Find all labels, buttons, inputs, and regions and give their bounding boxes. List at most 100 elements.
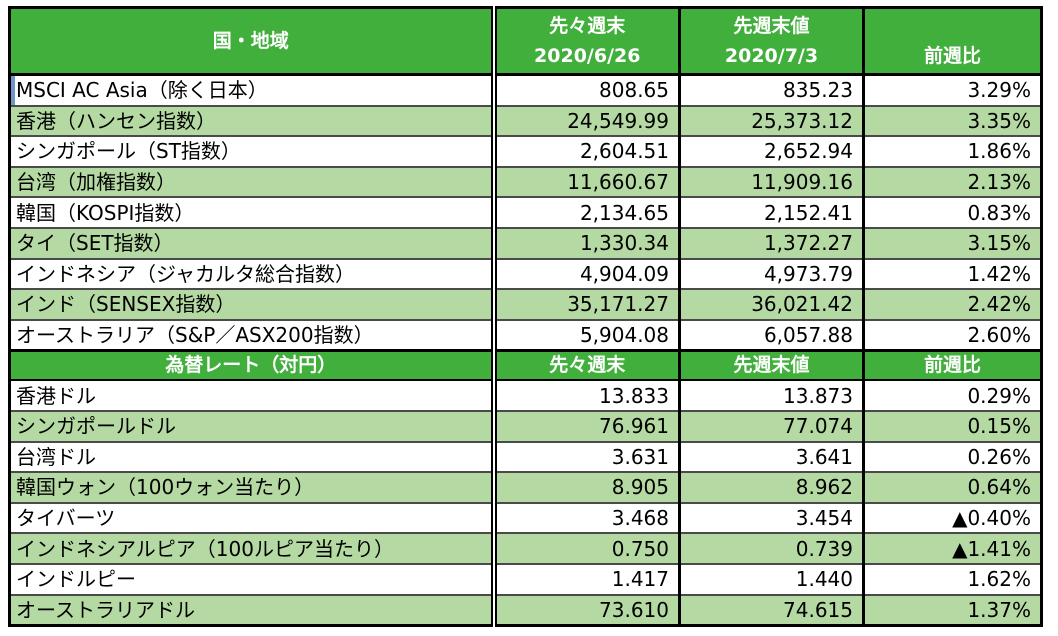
last-week-value-cell: 2,152.41 — [678, 197, 864, 228]
last-week-value-cell: 6,057.88 — [678, 319, 864, 351]
index-table-row: インド（SENSEX指数） 35,171.27 36,021.42 2.42% — [9, 289, 1042, 320]
index-table-row: MSCI AC Asia（除く日本） 808.65 835.23 3.29% — [9, 74, 1042, 106]
last-week-header-label: 先週末値 — [733, 15, 810, 37]
fx-table-row: オーストラリアドル 73.610 74.615 1.37% — [9, 594, 1042, 626]
prev-week-value-cell: 0.750 — [490, 533, 680, 564]
prev-week-value-cell: 73.610 — [490, 594, 680, 626]
prev-week-value-cell: 76.961 — [490, 410, 680, 442]
row-label-cell: インドルピー — [9, 563, 494, 595]
row-label-cell: シンガポールドル — [9, 410, 494, 442]
row-label-cell: タイバーツ — [9, 502, 494, 534]
fx-table-row: インドネシアルピア（100ルピア当たり） 0.750 0.739 ▲1.41% — [9, 533, 1042, 564]
last-week-value-cell: 2,652.94 — [678, 136, 864, 167]
fx-table-row: 韓国ウォン（100ウォン当たり） 8.905 8.962 0.64% — [9, 472, 1042, 503]
asia-markets-weekly-table: 国・地域 先々週末 2020/6/26 先週末値 2020/7/3 前週比 MS… — [8, 6, 1043, 628]
index-table-row: 韓国（KOSPI指数） 2,134.65 2,152.41 0.83% — [9, 197, 1042, 228]
last-week-value-cell: 4,973.79 — [678, 258, 864, 290]
row-label-cell: 台湾（加権指数） — [9, 166, 494, 198]
last-week-value-cell: 835.23 — [678, 74, 864, 106]
index-table-row: オーストラリア（S&P／ASX200指数） 5,904.08 6,057.88 2.6… — [9, 319, 1042, 351]
change-percent-cell: 2.13% — [862, 166, 1042, 198]
row-label-cell: シンガポール（ST指数） — [9, 136, 494, 167]
last-week-value-cell: 77.074 — [678, 410, 864, 442]
fx-table-row: タイバーツ 3.468 3.454 ▲0.40% — [9, 502, 1042, 534]
change-percent-cell: 3.35% — [862, 105, 1042, 137]
change-header-label: 前週比 — [923, 45, 981, 67]
change-percent-cell: ▲0.40% — [862, 502, 1042, 534]
indices-header-row: 国・地域 先々週末 2020/6/26 先週末値 2020/7/3 前週比 — [9, 7, 1042, 75]
row-label-cell: オーストラリア（S&P／ASX200指数） — [9, 319, 494, 351]
last-week-header-cell: 先週末値 2020/7/3 — [678, 7, 864, 75]
last-week-value-cell: 3.641 — [678, 441, 864, 473]
fx-header-row: 為替レート（対円） 先々週末 先週末値 前週比 — [9, 350, 1042, 381]
prev-week-value-cell: 1.417 — [490, 563, 680, 595]
change-percent-cell: 0.64% — [862, 472, 1042, 503]
prev-week-value-cell: 5,904.08 — [490, 319, 680, 351]
change-percent-cell: ▲1.41% — [862, 533, 1042, 564]
indices-header: 国・地域 先々週末 2020/6/26 先週末値 2020/7/3 前週比 — [9, 7, 1042, 75]
change-percent-cell: 0.29% — [862, 380, 1042, 411]
last-week-value-cell: 36,021.42 — [678, 289, 864, 320]
prev-week-value-cell: 8.905 — [490, 472, 680, 503]
change-percent-cell: 0.83% — [862, 197, 1042, 228]
prev-week-value-cell: 11,660.67 — [490, 166, 680, 198]
fx-prev-week-header-cell: 先々週末 — [490, 350, 680, 381]
row-label-cell: 韓国ウォン（100ウォン当たり） — [9, 472, 494, 503]
fx-title-cell: 為替レート（対円） — [9, 350, 494, 381]
change-percent-cell: 0.26% — [862, 441, 1042, 473]
prev-week-value-cell: 35,171.27 — [490, 289, 680, 320]
last-week-value-cell: 74.615 — [678, 594, 864, 626]
fx-header: 為替レート（対円） 先々週末 先週末値 前週比 — [9, 350, 1042, 381]
row-label-cell: 香港ドル — [9, 380, 494, 411]
index-table-row: インドネシア（ジャカルタ総合指数） 4,904.09 4,973.79 1.42% — [9, 258, 1042, 290]
index-table-row: 香港（ハンセン指数） 24,549.99 25,373.12 3.35% — [9, 105, 1042, 137]
change-percent-cell: 1.42% — [862, 258, 1042, 290]
index-table-row: タイ（SET指数） 1,330.34 1,372.27 3.15% — [9, 227, 1042, 259]
asia-markets-weekly-table-view: 国・地域 先々週末 2020/6/26 先週末値 2020/7/3 前週比 MS… — [8, 6, 1043, 628]
row-label-cell: 韓国（KOSPI指数） — [9, 197, 494, 228]
fx-table-row: 香港ドル 13.833 13.873 0.29% — [9, 380, 1042, 411]
prev-week-value-cell: 13.833 — [490, 380, 680, 411]
prev-week-value-cell: 1,330.34 — [490, 227, 680, 259]
change-percent-cell: 0.15% — [862, 410, 1042, 442]
change-percent-cell: 3.15% — [862, 227, 1042, 259]
row-label-cell: インド（SENSEX指数） — [9, 289, 494, 320]
index-table-row: 台湾（加権指数） 11,660.67 11,909.16 2.13% — [9, 166, 1042, 198]
change-percent-cell: 2.60% — [862, 319, 1042, 351]
index-table-row: シンガポール（ST指数） 2,604.51 2,652.94 1.86% — [9, 136, 1042, 167]
indices-rows: MSCI AC Asia（除く日本） 808.65 835.23 3.29% 香港（ハン… — [9, 74, 1042, 351]
change-percent-cell: 2.42% — [862, 289, 1042, 320]
prev-week-value-cell: 4,904.09 — [490, 258, 680, 290]
prev-week-value-cell: 808.65 — [490, 74, 680, 106]
fx-table-row: インドルピー 1.417 1.440 1.62% — [9, 563, 1042, 595]
fx-table-row: 台湾ドル 3.631 3.641 0.26% — [9, 441, 1042, 473]
last-week-value-cell: 11,909.16 — [678, 166, 864, 198]
change-percent-cell: 1.37% — [862, 594, 1042, 626]
prev-week-header-label: 先々週末 — [549, 15, 626, 37]
last-week-value-cell: 8.962 — [678, 472, 864, 503]
last-week-value-cell: 3.454 — [678, 502, 864, 534]
row-label-cell: インドネシアルピア（100ルピア当たり） — [9, 533, 494, 564]
prev-week-value-cell: 3.468 — [490, 502, 680, 534]
prev-week-header-date: 2020/6/26 — [534, 45, 641, 67]
row-label-cell: 香港（ハンセン指数） — [9, 105, 494, 137]
fx-last-week-header-cell: 先週末値 — [678, 350, 864, 381]
row-label-cell: タイ（SET指数） — [9, 227, 494, 259]
row-label-cell: インドネシア（ジャカルタ総合指数） — [9, 258, 494, 290]
last-week-value-cell: 13.873 — [678, 380, 864, 411]
fx-rows: 香港ドル 13.833 13.873 0.29% シンガポールドル 76.961 77.07… — [9, 380, 1042, 626]
change-header-cell: 前週比 — [862, 7, 1042, 75]
prev-week-header-cell: 先々週末 2020/6/26 — [490, 7, 680, 75]
last-week-value-cell: 25,373.12 — [678, 105, 864, 137]
change-percent-cell: 1.86% — [862, 136, 1042, 167]
prev-week-value-cell: 2,134.65 — [490, 197, 680, 228]
last-week-value-cell: 0.739 — [678, 533, 864, 564]
row-label-cell: 台湾ドル — [9, 441, 494, 473]
last-week-header-date: 2020/7/3 — [724, 45, 819, 67]
region-header-label: 国・地域 — [212, 30, 289, 52]
fx-table-row: シンガポールドル 76.961 77.074 0.15% — [9, 410, 1042, 442]
fx-change-header-cell: 前週比 — [862, 350, 1042, 381]
prev-week-value-cell: 3.631 — [490, 441, 680, 473]
change-percent-cell: 3.29% — [862, 74, 1042, 106]
prev-week-value-cell: 2,604.51 — [490, 136, 680, 167]
